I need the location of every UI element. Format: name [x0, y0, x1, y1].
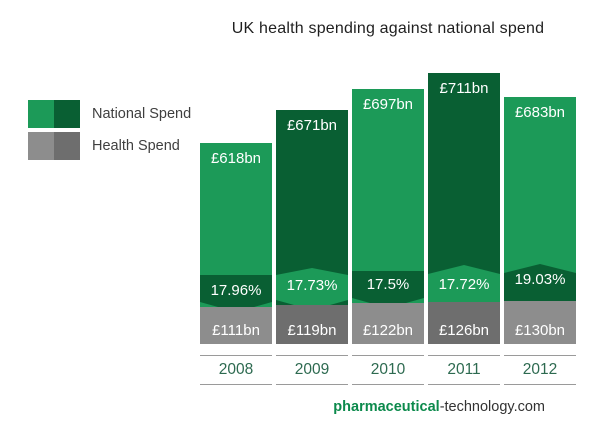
axis-line [504, 384, 576, 385]
axis-line [352, 355, 424, 356]
bar-2008-health [200, 307, 272, 344]
bar-2009-health [276, 305, 348, 344]
percent-value-label: 17.72% [438, 276, 490, 293]
brand-suffix[interactable]: -technology.com [439, 399, 545, 415]
health-value-label: £130bn [514, 322, 566, 339]
legend-item-national-spend: National Spend [28, 100, 191, 128]
percent-value-label: 17.73% [286, 277, 338, 294]
percent-value-label: 19.03% [514, 271, 566, 288]
axis-line [200, 384, 272, 385]
national-spend-swatch-icon [28, 100, 80, 128]
national-value-label: £618bn [210, 150, 262, 167]
year-label: 2012 [522, 361, 558, 378]
axis-line [504, 355, 576, 356]
national-value-label: £683bn [514, 104, 566, 121]
bar-2010-national [352, 89, 424, 303]
axis-line [200, 355, 272, 356]
bar-2010-health [352, 303, 424, 344]
percent-value-label: 17.5% [366, 276, 410, 293]
legend-item-health-spend: Health Spend [28, 132, 191, 160]
health-value-label: £119bn [287, 322, 337, 339]
legend-label: National Spend [92, 106, 192, 122]
health-value-label: £122bn [362, 322, 414, 339]
national-value-label: £671bn [286, 117, 338, 134]
brand-name[interactable]: pharmaceutical [333, 399, 440, 415]
axis-line [352, 384, 424, 385]
health-value-label: £111bn [212, 322, 260, 339]
chart-title: UK health spending against national spen… [231, 20, 545, 37]
bar-2011-percent-ribbon [428, 265, 500, 302]
health-value-label: £126bn [438, 322, 490, 339]
year-label: 2011 [447, 361, 481, 378]
bar-2009-percent-ribbon [276, 268, 348, 310]
axis-line [276, 355, 348, 356]
percent-value-label: 17.96% [210, 282, 262, 299]
year-label: 2009 [294, 361, 330, 378]
axis-line [276, 384, 348, 385]
health-spend-swatch-icon [28, 132, 80, 160]
year-label: 2010 [370, 361, 406, 378]
legend-label: Health Spend [92, 138, 180, 154]
legend: National Spend Health Spend [28, 100, 191, 164]
national-value-label: £697bn [362, 96, 414, 113]
bar-2011-national [428, 73, 500, 302]
bar-2011-health [428, 302, 500, 344]
source-attribution[interactable]: pharmaceutical-technology.com [333, 399, 545, 415]
year-label: 2008 [218, 361, 254, 378]
bar-2012-percent-ribbon [504, 264, 576, 301]
axis-line [428, 355, 500, 356]
national-value-label: £711bn [439, 80, 489, 97]
axis-line [428, 384, 500, 385]
bar-2012-health [504, 301, 576, 344]
